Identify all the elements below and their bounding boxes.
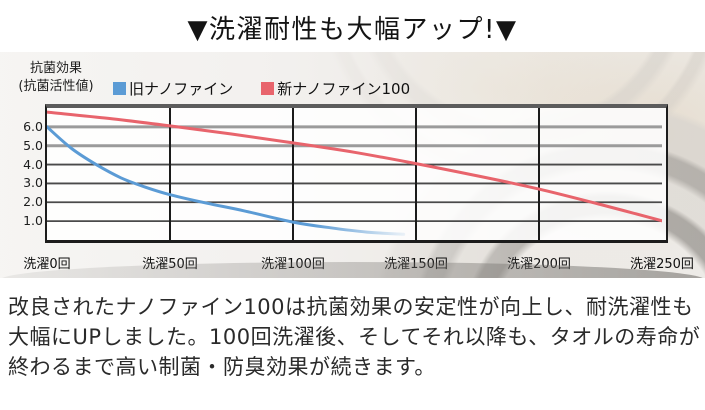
- legend-label-old: 旧ナノファイン: [129, 80, 234, 98]
- legend-label-new: 新ナノファイン100: [277, 80, 411, 98]
- x-axis-label: 洗濯250回: [630, 257, 694, 272]
- chart-panel: 抗菌効果 (抗菌活性値) 旧ナノファイン 新ナノファイン100 6.0 5.0 4.…: [0, 52, 705, 278]
- x-axis-label: 洗濯0回: [23, 257, 71, 272]
- x-axis-label: 洗濯50回: [142, 257, 198, 272]
- page-title: ▼洗濯耐性も大幅アップ!▼: [187, 15, 518, 45]
- y-tick-label: 6.0: [23, 118, 43, 134]
- y-tick-label: 3.0: [23, 175, 43, 191]
- legend-swatch-new-icon: [261, 82, 275, 95]
- x-axis-label: 洗濯150回: [384, 257, 448, 272]
- description-text: 改良されたナノファイン100は抗菌効果の安定性が向上し、耐洗濯性も大幅にUPしま…: [8, 295, 701, 380]
- y-axis-title-line2: (抗菌活性値): [18, 79, 94, 95]
- x-axis-label: 洗濯200回: [507, 257, 571, 272]
- chart-legend: 旧ナノファイン 新ナノファイン100: [113, 78, 410, 99]
- legend-item-old: 旧ナノファイン: [113, 78, 233, 99]
- y-tick-label: 2.0: [23, 194, 43, 210]
- legend-item-new: 新ナノファイン100: [261, 78, 410, 99]
- x-axis-label: 洗濯100回: [261, 257, 325, 272]
- y-axis-title: 抗菌効果 (抗菌活性値): [4, 60, 108, 96]
- y-tick-label: 5.0: [23, 137, 43, 153]
- chart-svg: [47, 108, 662, 240]
- y-tick-label: 4.0: [23, 156, 43, 172]
- plot-area: [45, 104, 668, 243]
- y-tick-label: 1.0: [23, 213, 43, 229]
- y-axis-title-line1: 抗菌効果: [29, 61, 82, 76]
- legend-swatch-old-icon: [113, 82, 126, 95]
